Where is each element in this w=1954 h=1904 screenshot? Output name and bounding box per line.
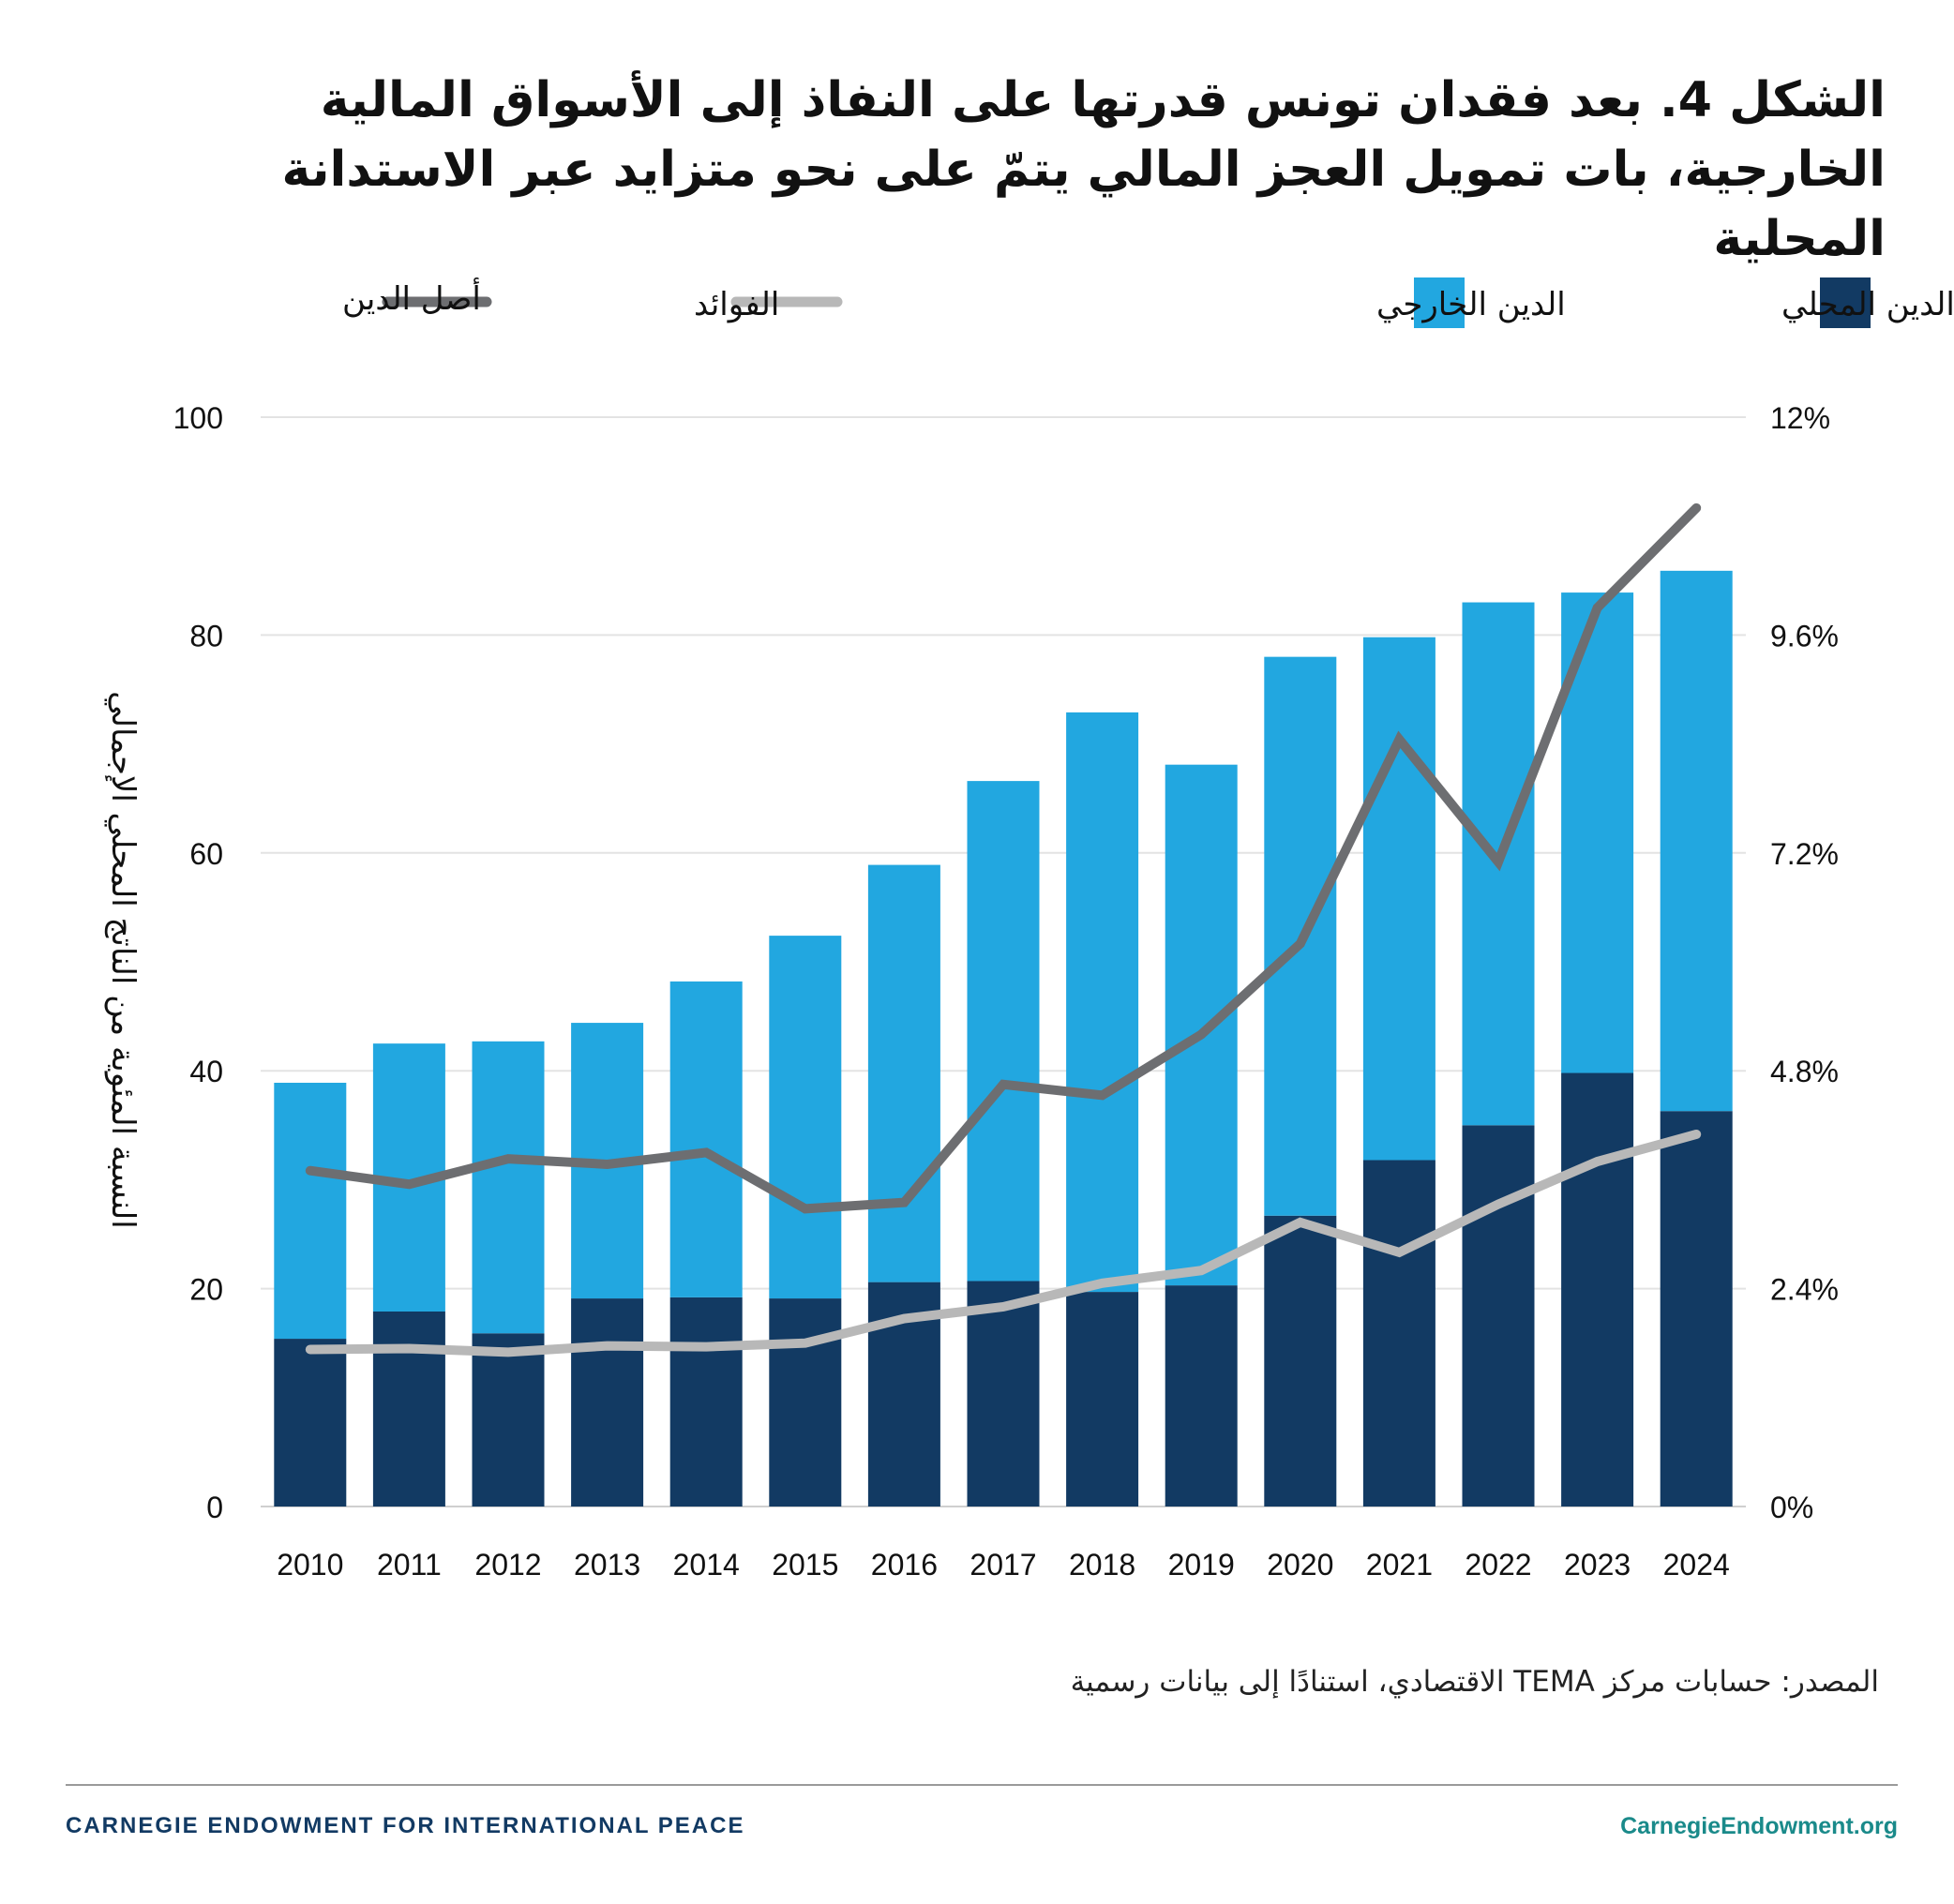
legend-domestic-label: الدين المحلي <box>1781 286 1954 323</box>
legend-external-label: الدين الخارجي <box>1376 286 1566 323</box>
bar-external-2014 <box>669 981 743 1297</box>
y2-tick-label: 0% <box>1770 1491 1813 1524</box>
bar-domestic-2022 <box>1462 1125 1535 1507</box>
footer-divider <box>66 1784 1898 1786</box>
bar-domestic-2012 <box>472 1333 545 1507</box>
bars <box>274 570 1733 1507</box>
y2-tick-label: 7.2% <box>1770 837 1839 871</box>
x-tick-label: 2011 <box>377 1548 442 1582</box>
chart-title: الشكل 4. بعد فقدان تونس قدرتها على النفا… <box>281 72 1886 267</box>
source-note: المصدر: حسابات مركز TEMA الاقتصادي، استن… <box>1070 1665 1879 1699</box>
y-tick-label: 100 <box>173 401 223 435</box>
bar-external-2017 <box>967 781 1040 1282</box>
y-tick-label: 0 <box>206 1491 223 1524</box>
bar-external-2018 <box>1066 712 1139 1293</box>
bar-domestic-2018 <box>1066 1292 1139 1507</box>
x-tick-label: 2012 <box>474 1548 541 1582</box>
chart-area: الدين المحلي الدين الخارجي الفوائد أصل ا… <box>104 277 1954 1582</box>
y-tick-label: 80 <box>189 619 223 652</box>
line-interest <box>305 1129 1702 1357</box>
legend: الدين المحلي الدين الخارجي الفوائد أصل ا… <box>342 277 1954 328</box>
y2-tick-label: 2.4% <box>1770 1273 1839 1307</box>
legend-external-swatch <box>1414 277 1465 328</box>
bar-external-2016 <box>867 864 940 1282</box>
x-tick-label: 2020 <box>1267 1548 1333 1582</box>
bar-external-2015 <box>769 936 842 1299</box>
x-tick-label: 2010 <box>277 1548 343 1582</box>
footer-organization: CARNEGIE ENDOWMENT FOR INTERNATIONAL PEA… <box>66 1813 745 1838</box>
bar-external-2012 <box>472 1041 545 1334</box>
bar-domestic-2014 <box>669 1297 743 1507</box>
x-tick-label: 2014 <box>673 1548 740 1582</box>
x-tick-label: 2019 <box>1168 1548 1235 1582</box>
bar-external-2024 <box>1660 570 1733 1112</box>
x-tick-label: 2018 <box>1069 1548 1135 1582</box>
y2-tick-label: 12% <box>1770 401 1830 435</box>
bar-external-2019 <box>1165 764 1238 1286</box>
bar-external-2010 <box>274 1082 347 1340</box>
y-tick-label: 60 <box>189 837 223 871</box>
legend-principal-label: أصل الدين <box>342 277 481 318</box>
x-tick-label: 2022 <box>1465 1548 1531 1582</box>
line-principal <box>305 502 1702 1214</box>
bar-external-2021 <box>1362 637 1435 1161</box>
bar-domestic-2015 <box>769 1298 842 1507</box>
x-tick-label: 2013 <box>574 1548 640 1582</box>
bar-domestic-2013 <box>571 1298 644 1507</box>
bar-domestic-2010 <box>274 1339 347 1507</box>
lines <box>305 502 1702 1357</box>
bar-domestic-2017 <box>967 1281 1040 1507</box>
y-tick-label: 40 <box>189 1055 223 1088</box>
legend-interest-label: الفوائد <box>694 286 779 323</box>
axis-ticks: 0 0% 20 2.4% 40 4.8% 60 7.2% 80 9.6% 100 12% 2010 201… <box>173 401 1839 1582</box>
y-tick-label: 20 <box>189 1273 223 1307</box>
y2-tick-label: 9.6% <box>1770 619 1839 652</box>
y-axis-label: النسبة المئوية من الناتج المحلي الإجمالي <box>104 691 142 1228</box>
x-tick-label: 2015 <box>772 1548 838 1582</box>
x-tick-label: 2023 <box>1564 1548 1631 1582</box>
x-tick-label: 2016 <box>871 1548 938 1582</box>
bar-domestic-2019 <box>1165 1285 1238 1507</box>
x-tick-label: 2024 <box>1663 1548 1730 1582</box>
legend-domestic-swatch <box>1820 277 1871 328</box>
bar-domestic-2024 <box>1660 1111 1733 1507</box>
footer-website[interactable]: CarnegieEndowment.org <box>1620 1813 1898 1839</box>
x-tick-label: 2017 <box>969 1548 1036 1582</box>
bar-domestic-2020 <box>1264 1215 1337 1507</box>
bar-domestic-2023 <box>1561 1072 1634 1507</box>
x-tick-label: 2021 <box>1366 1548 1433 1582</box>
y2-tick-label: 4.8% <box>1770 1055 1839 1088</box>
bar-domestic-2011 <box>372 1312 445 1507</box>
bar-domestic-2021 <box>1362 1160 1435 1507</box>
